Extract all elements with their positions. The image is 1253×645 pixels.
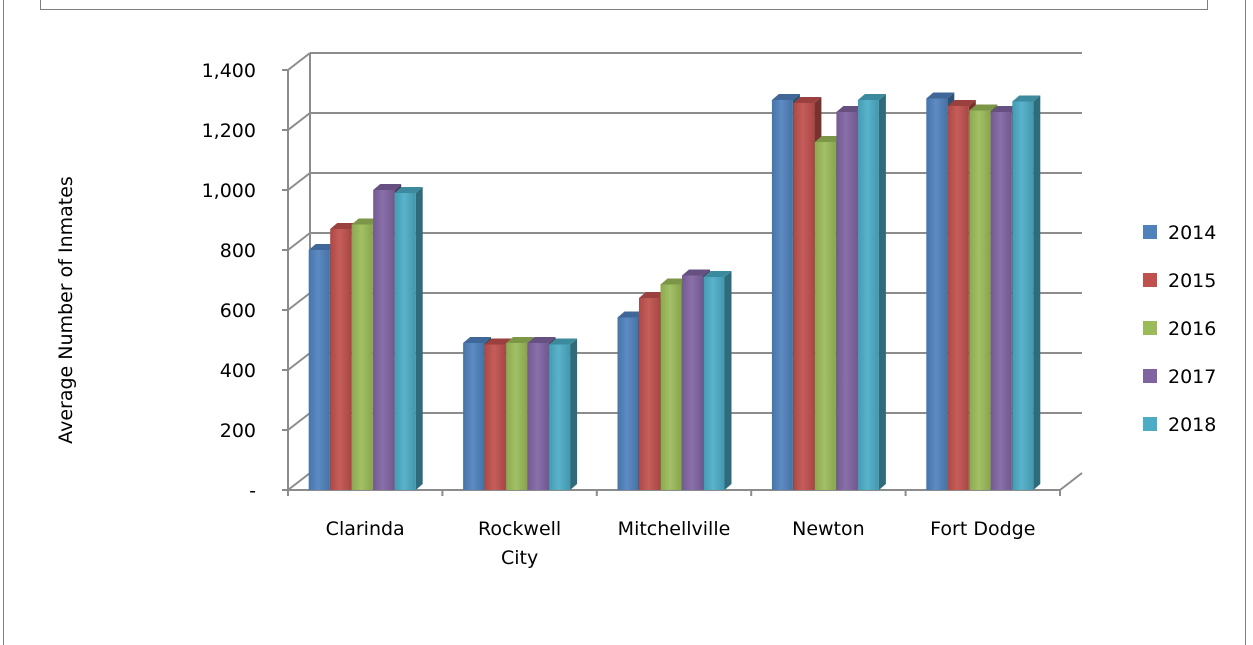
gridline-side <box>287 112 311 131</box>
gridline-side <box>287 232 311 251</box>
bar <box>857 94 886 490</box>
bar <box>703 271 732 490</box>
x-tick-label: Fort Dodge <box>930 518 1035 540</box>
gridline-side <box>287 352 311 371</box>
y-tick-label: 400 <box>220 360 256 382</box>
legend-label: 2016 <box>1168 318 1216 340</box>
legend-label: 2017 <box>1168 366 1216 388</box>
bars <box>308 92 1041 490</box>
bar <box>1012 95 1041 490</box>
y-tick-label: - <box>249 480 256 502</box>
x-tick-label: Clarinda <box>326 518 405 540</box>
y-axis-label: Average Number of Inmates <box>55 176 77 444</box>
y-tick-labels: - 200 400 600 800 1,000 1,200 1,400 <box>202 60 256 502</box>
x-tick-label: Mitchellville <box>618 518 731 540</box>
legend-swatch <box>1143 225 1157 239</box>
bar <box>549 338 578 490</box>
gridline-side <box>287 292 311 311</box>
gridline-side <box>287 472 311 491</box>
legend: 2014 2015 2016 2017 2018 <box>1143 222 1216 436</box>
y-tick-label: 600 <box>220 300 256 322</box>
y-tick-label: 1,000 <box>202 180 256 202</box>
legend-swatch <box>1143 321 1157 335</box>
floor-edge <box>1059 472 1083 491</box>
bar <box>394 187 423 490</box>
gridline-side <box>287 412 311 431</box>
y-tick-label: 200 <box>220 420 256 442</box>
legend-swatch <box>1143 417 1157 431</box>
gridline-side <box>287 172 311 191</box>
chart-frame-right-border <box>1245 0 1246 645</box>
gridline-side <box>287 52 311 71</box>
legend-swatch <box>1143 369 1157 383</box>
y-tick-label: 1,200 <box>202 120 256 142</box>
x-tick-label: City <box>501 547 538 569</box>
y-tick-label: 1,400 <box>202 60 256 82</box>
x-tick-label: Rockwell <box>478 518 561 540</box>
legend-label: 2018 <box>1168 414 1216 436</box>
legend-label: 2014 <box>1168 222 1216 244</box>
y-tick-label: 800 <box>220 240 256 262</box>
chart-frame-top <box>40 0 1208 10</box>
chart-frame-left-border <box>3 0 4 645</box>
legend-label: 2015 <box>1168 270 1216 292</box>
legend-swatch <box>1143 273 1157 287</box>
x-tick-label: Newton <box>792 518 865 540</box>
x-tick-labels: Clarinda Rockwell City Mitchellville Newton F… <box>326 518 1036 569</box>
